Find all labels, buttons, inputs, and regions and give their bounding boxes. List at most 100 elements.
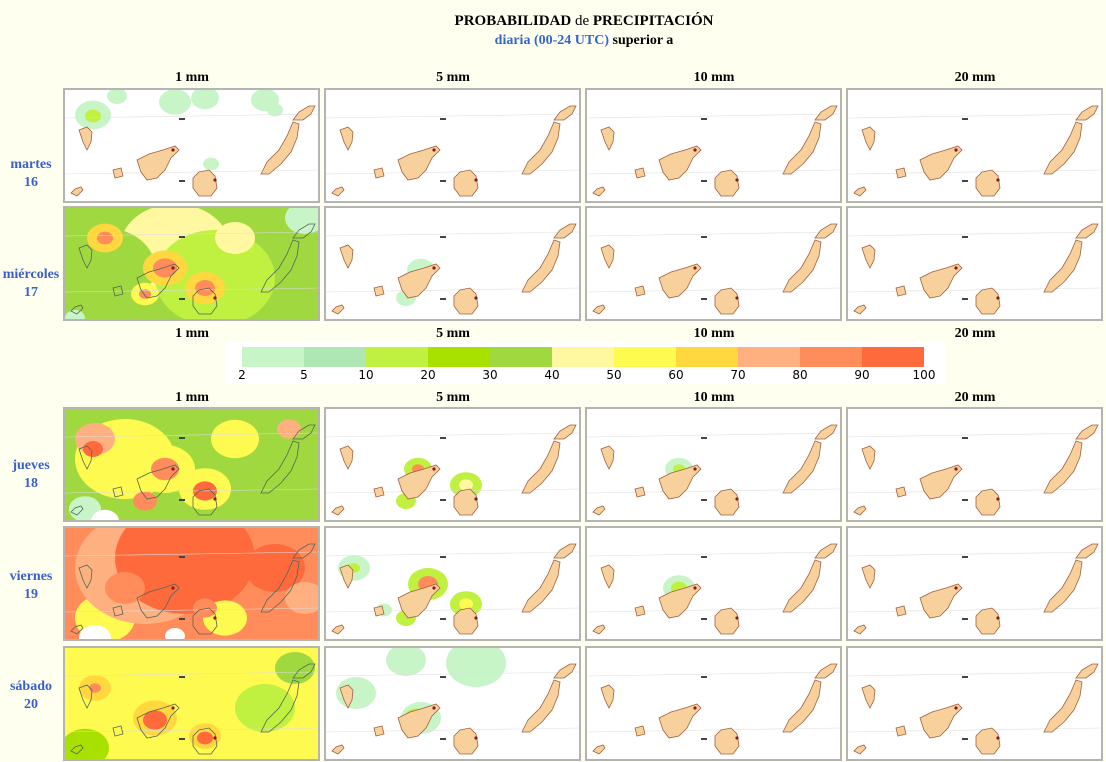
grid-line [326,488,579,494]
station-marker [701,499,707,501]
island-outline [658,583,702,619]
map-graphic [848,223,1101,315]
city-marker [735,736,739,740]
island-outline [600,244,615,269]
probability-area [459,479,473,491]
island-outline [895,486,907,498]
grid-line [848,287,1101,293]
island-outline [136,145,180,181]
city-marker [693,148,697,152]
map-graphic [587,105,840,197]
island-outline [853,186,867,197]
grid-line [65,607,318,613]
island-outline [714,488,740,516]
map-panel [846,206,1103,321]
station-marker [962,236,968,238]
island-outline [331,186,345,197]
island-outline [861,684,876,709]
city-marker [432,586,436,590]
island-outline [553,105,577,121]
col-header-5mm: 5 mm [436,326,470,341]
station-marker [440,437,446,439]
probability-area [65,728,109,759]
island-outline [70,505,84,516]
city-marker [213,296,217,300]
legend-tick-label: 100 [912,368,936,382]
island-outline [658,263,702,299]
map-graphic [65,528,318,639]
island-outline [553,223,577,239]
island-outline [339,684,354,709]
city-marker [474,497,478,501]
island-outline [453,287,479,315]
city-marker [735,178,739,182]
probability-area [191,90,219,110]
island-outline [634,486,646,498]
grid-line [587,287,840,293]
island-outline [600,126,615,151]
station-marker [701,180,707,182]
grid-line [848,607,1101,613]
station-marker [962,556,968,558]
map-graphic [65,648,318,759]
island-outline [136,464,180,500]
map-graphic [326,648,579,755]
island-outline [112,725,124,737]
island-outline [634,285,646,297]
probability-area [115,528,255,614]
island-outline [1043,440,1083,494]
island-outline [895,285,907,297]
island-outline [714,169,740,197]
island-outline [112,605,124,617]
legend-swatch [366,347,428,367]
probability-area [285,208,318,234]
probability-area [277,419,301,439]
legend-tick-label: 60 [668,368,684,382]
city-marker [693,586,697,590]
city-marker [954,467,958,471]
island-outline [600,445,615,470]
col-header-20mm: 20 mm [954,326,996,341]
city-marker [171,586,175,590]
col-header-5mm: 5 mm [436,390,470,405]
legend-tick-label: 10 [358,368,374,382]
island-outline [331,505,345,516]
island-outline [397,263,441,299]
grid-line [587,488,840,494]
probability-area [83,441,103,457]
probability-area [65,228,155,308]
island-outline [192,488,218,516]
station-marker [179,298,185,300]
island-outline [292,223,316,239]
probability-area [211,419,259,459]
island-outline [373,605,385,617]
legend-tick-label: 5 [300,368,308,382]
map-graphic [848,663,1101,755]
legend-tick-label: 20 [420,368,436,382]
legend-swatch [304,347,366,367]
grid-line [326,671,579,677]
grid-line [587,607,840,613]
page-title: PROBABILIDAD de PRECIPITACIÓN [454,13,714,29]
island-outline [397,145,441,181]
island-outline [339,564,354,589]
probability-area [159,90,191,115]
island-outline [853,505,867,516]
city-marker [996,736,1000,740]
map-graphic [326,424,579,516]
island-outline [331,624,345,635]
city-marker [213,616,217,620]
grid-line [848,432,1101,438]
island-outline [814,543,838,559]
island-outline [260,440,300,494]
island-outline [553,663,577,679]
probability-area [197,731,213,745]
island-outline [592,624,606,635]
city-marker [213,178,217,182]
legend-tick-label: 50 [606,368,622,382]
station-marker [179,180,185,182]
grid-line [848,551,1101,557]
grid-line [848,169,1101,175]
grid-line [326,432,579,438]
map-panel [324,206,581,321]
